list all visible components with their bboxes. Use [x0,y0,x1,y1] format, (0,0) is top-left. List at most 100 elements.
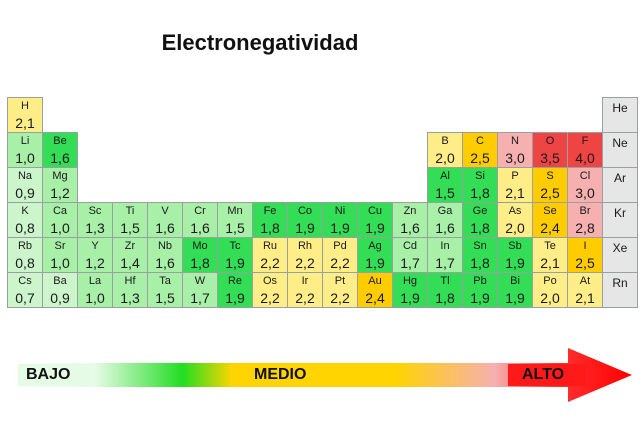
element-cell-ir: Ir 2,2 [287,272,323,308]
element-cell-at: At 2,1 [567,272,603,308]
element-electronegativity: 1,2 [85,255,105,271]
element-electronegativity: 1,9 [330,220,350,236]
element-symbol: As [508,205,522,217]
element-cell-ga: Ga 1,6 [427,202,463,238]
element-symbol: In [440,240,450,252]
element-cell-tl: Tl 1,8 [427,272,463,308]
element-electronegativity: 1,9 [505,255,525,271]
element-cell-ti: Ti 1,5 [112,202,148,238]
element-electronegativity: 2,1 [540,255,560,271]
element-electronegativity: 2,2 [330,290,350,306]
element-symbol: Zn [403,205,417,217]
element-electronegativity: 1,7 [435,255,455,271]
element-symbol: Na [17,170,33,182]
element-cell-in: In 1,7 [427,237,463,273]
element-cell-la: La 1,0 [77,272,113,308]
element-symbol: Ge [472,205,488,217]
element-electronegativity: 2,1 [15,115,35,131]
element-cell-s: S 2,5 [532,167,568,203]
element-symbol: Al [440,170,450,182]
element-electronegativity: 2,0 [540,290,560,306]
element-electronegativity: 1,6 [155,255,175,271]
element-electronegativity: 3,5 [540,150,560,166]
element-cell-c: C 2,5 [462,132,498,168]
element-symbol: Sc [88,205,102,217]
element-cell-ne: Ne [602,132,638,168]
element-symbol: Au [368,275,382,287]
element-symbol: Si [475,170,485,182]
element-electronegativity: 1,2 [50,185,70,201]
element-electronegativity: 1,8 [260,220,280,236]
element-electronegativity: 1,0 [15,150,35,166]
element-symbol: Li [20,135,30,147]
element-cell-kr: Kr [602,202,638,238]
element-symbol: Os [262,275,278,287]
element-electronegativity: 1,6 [50,150,70,166]
element-cell-ge: Ge 1,8 [462,202,498,238]
element-electronegativity: 2,0 [435,150,455,166]
element-cell-si: Si 1,8 [462,167,498,203]
element-cell-fe: Fe 1,8 [252,202,288,238]
element-symbol: B [441,135,449,147]
element-cell-v: V 1,6 [147,202,183,238]
element-cell-hg: Hg 1,9 [392,272,428,308]
element-electronegativity: 1,5 [435,185,455,201]
element-electronegativity: 1,8 [470,255,490,271]
element-symbol: Zr [124,240,136,252]
element-symbol: Ni [334,205,346,217]
element-symbol: Sn [473,240,487,252]
scale-high-box [508,364,586,386]
element-cell-ta: Ta 1,5 [147,272,183,308]
element-cell-ca: Ca 1,0 [42,202,78,238]
electronegativity-scale: BAJO MEDIO ALTO [8,345,636,405]
element-symbol: Po [543,275,557,287]
element-symbol: V [161,205,169,217]
element-cell-pb: Pb 1,9 [462,272,498,308]
element-electronegativity: 1,3 [85,220,105,236]
element-cell-al: Al 1,5 [427,167,463,203]
element-electronegativity: 1,9 [295,220,315,236]
element-electronegativity: 1,6 [435,220,455,236]
element-cell-i: I 2,5 [567,237,603,273]
element-cell-zr: Zr 1,4 [112,237,148,273]
element-cell-nb: Nb 1,6 [147,237,183,273]
element-symbol: Rn [612,276,628,290]
element-electronegativity: 1,7 [400,255,420,271]
element-symbol: Tl [440,275,450,287]
element-symbol: Kr [614,206,626,220]
element-cell-cr: Cr 1,6 [182,202,218,238]
element-electronegativity: 2,1 [575,290,595,306]
element-electronegativity: 1,7 [190,290,210,306]
element-electronegativity: 1,6 [400,220,420,236]
element-symbol: Mg [52,170,68,182]
element-symbol: Pt [334,275,346,287]
element-electronegativity: 1,8 [470,220,490,236]
element-symbol: I [583,240,587,252]
element-electronegativity: 1,0 [85,290,105,306]
element-electronegativity: 1,5 [155,290,175,306]
element-electronegativity: 1,0 [50,255,70,271]
element-cell-o: O 3,5 [532,132,568,168]
element-symbol: Sb [508,240,522,252]
element-electronegativity: 3,0 [505,150,525,166]
element-symbol: Sr [54,240,66,252]
element-symbol: Xe [612,241,628,255]
element-symbol: Rh [297,240,313,252]
element-cell-n: N 3,0 [497,132,533,168]
element-symbol: Co [297,205,313,217]
element-symbol: Hf [124,275,136,287]
element-cell-pd: Pd 2,2 [322,237,358,273]
element-electronegativity: 2,2 [330,255,350,271]
element-electronegativity: 4,0 [575,150,595,166]
element-symbol: Ti [125,205,135,217]
element-symbol: Ag [368,240,382,252]
element-cell-po: Po 2,0 [532,272,568,308]
element-cell-f: F 4,0 [567,132,603,168]
element-electronegativity: 2,5 [540,185,560,201]
element-symbol: Ca [52,205,68,217]
element-cell-y: Y 1,2 [77,237,113,273]
element-cell-rn: Rn [602,272,638,308]
element-cell-re: Re 1,9 [217,272,253,308]
element-symbol: Re [227,275,243,287]
element-electronegativity: 2,0 [505,220,525,236]
